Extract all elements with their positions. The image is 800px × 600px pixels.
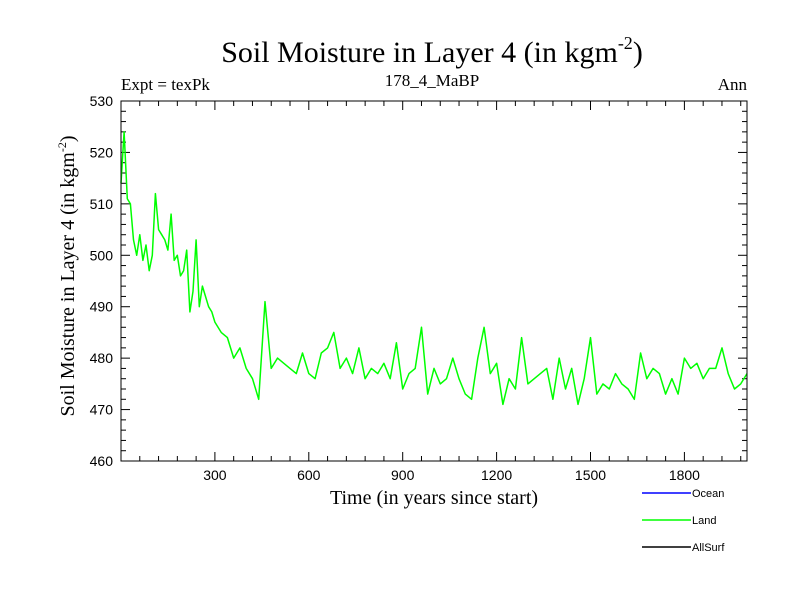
subtitle-center: 178_4_MaBP [385,71,479,90]
subtitle-right: Ann [718,75,748,94]
x-tick-label: 900 [391,467,415,483]
series-land-line [120,131,748,406]
legend-label-allsurf: AllSurf [692,542,725,554]
y-axis-label-superscript: -2 [55,142,69,152]
y-tick-label: 480 [90,350,114,366]
chart-title-superscript: -2 [618,33,633,53]
x-tick-label: 1800 [669,467,700,483]
plot-area: 460 470 480 490 500 510 520 530 300 600 900 1200 15… [90,93,748,483]
x-axis: 300 600 900 1200 1500 1800 [139,101,742,483]
x-tick-label: 1500 [575,467,606,483]
y-axis-label: Soil Moisture in Layer 4 (in kgm-2) [55,135,79,416]
legend-label-ocean: Ocean [692,488,724,500]
x-axis-label: Time (in years since start) [330,487,538,509]
y-tick-label: 490 [90,299,114,315]
x-tick-label: 600 [297,467,321,483]
legend-label-land: Land [692,515,716,527]
chart-title-suffix: ) [633,36,643,69]
plot-frame [120,100,748,462]
y-tick-label: 460 [90,453,114,469]
subtitle-left: Expt = texPk [121,75,210,94]
y-tick-label: 520 [90,144,114,160]
y-axis-label-suffix: ) [57,135,79,142]
x-tick-label: 300 [203,467,227,483]
y-tick-label: 530 [90,93,114,109]
x-tick-label: 1200 [481,467,512,483]
y-tick-label: 510 [90,196,114,212]
legend: Ocean Land AllSurf [642,488,725,554]
y-axis-label-text: Soil Moisture in Layer 4 (in kgm [57,152,79,417]
y-tick-label: 470 [90,402,114,418]
y-tick-label: 500 [90,247,114,263]
chart-title-text: Soil Moisture in Layer 4 (in kgm [221,36,618,69]
y-axis: 460 470 480 490 500 510 520 530 [90,93,747,469]
chart-title: Soil Moisture in Layer 4 (in kgm-2) [221,33,643,69]
